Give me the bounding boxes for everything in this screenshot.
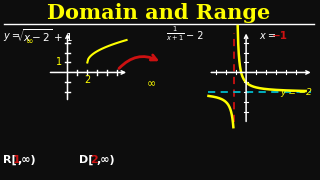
Text: −1: −1 [272,31,288,41]
Text: x =: x = [259,31,276,41]
Text: y =: y = [3,31,20,41]
Text: 2: 2 [84,75,91,86]
Text: $\frac{1}{x+1}$: $\frac{1}{x+1}$ [166,24,185,43]
Text: 1: 1 [13,155,21,165]
Text: Domain and Range: Domain and Range [47,3,270,23]
Text: − 2: − 2 [186,31,203,41]
Text: $\sqrt{x-2}$ + 1: $\sqrt{x-2}$ + 1 [16,27,73,44]
Text: y = −2: y = −2 [280,88,312,97]
Text: ,∞): ,∞) [18,155,36,165]
Text: D[: D[ [79,155,94,165]
Text: ,∞): ,∞) [96,155,115,165]
Text: 1: 1 [55,57,62,68]
Text: ∞: ∞ [26,37,33,46]
Text: ∞: ∞ [147,79,156,89]
FancyArrowPatch shape [119,55,156,68]
Text: R[: R[ [3,155,17,165]
Text: 2: 2 [90,155,98,165]
